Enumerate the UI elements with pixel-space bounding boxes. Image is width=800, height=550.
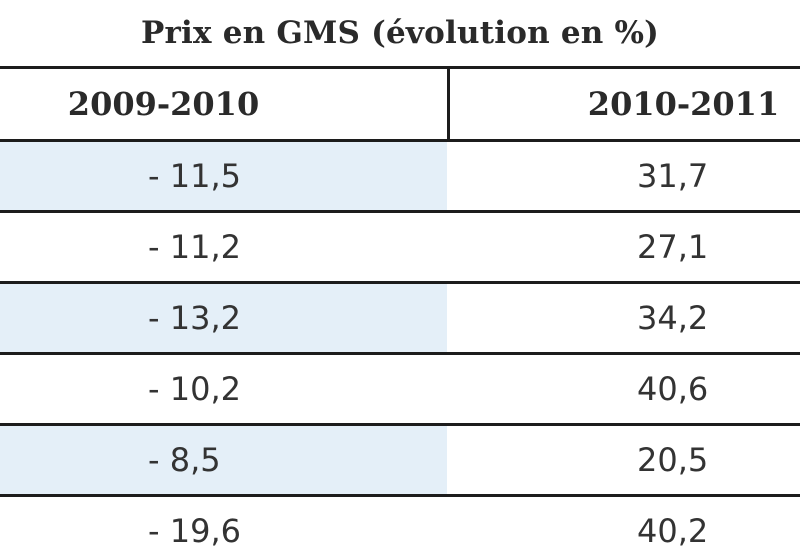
table-cell: 20,5 bbox=[447, 426, 800, 494]
table-row: - 11,5 31,7 bbox=[0, 142, 800, 213]
table-cell: - 13,2 bbox=[0, 284, 447, 352]
table-body: - 11,5 31,7 - 11,2 27,1 - 13,2 34,2 - 10… bbox=[0, 142, 800, 550]
table-row: - 13,2 34,2 bbox=[0, 284, 800, 355]
table-row: - 11,2 27,1 bbox=[0, 213, 800, 284]
table-row: - 19,6 40,2 bbox=[0, 497, 800, 550]
table-cell: 40,6 bbox=[447, 355, 800, 423]
column-header-2010-2011: 2010-2011 bbox=[587, 85, 780, 123]
table-cell: 40,2 bbox=[447, 497, 800, 550]
table-row: - 8,5 20,5 bbox=[0, 426, 800, 497]
table-row: - 10,2 40,6 bbox=[0, 355, 800, 426]
column-header-2009-2010: 2009-2010 bbox=[67, 85, 260, 123]
header-row: 2009-2010 2010-2011 bbox=[0, 69, 800, 142]
table-cell: - 8,5 bbox=[0, 426, 447, 494]
table-title: Prix en GMS (évolution en %) bbox=[0, 0, 800, 69]
table-cell: - 10,2 bbox=[0, 355, 447, 423]
table-cell: 27,1 bbox=[447, 213, 800, 281]
table-cell: - 19,6 bbox=[0, 497, 447, 550]
table-cell: 31,7 bbox=[447, 142, 800, 210]
table-cell: - 11,2 bbox=[0, 213, 447, 281]
table-cell: 34,2 bbox=[447, 284, 800, 352]
table-cell: - 11,5 bbox=[0, 142, 447, 210]
